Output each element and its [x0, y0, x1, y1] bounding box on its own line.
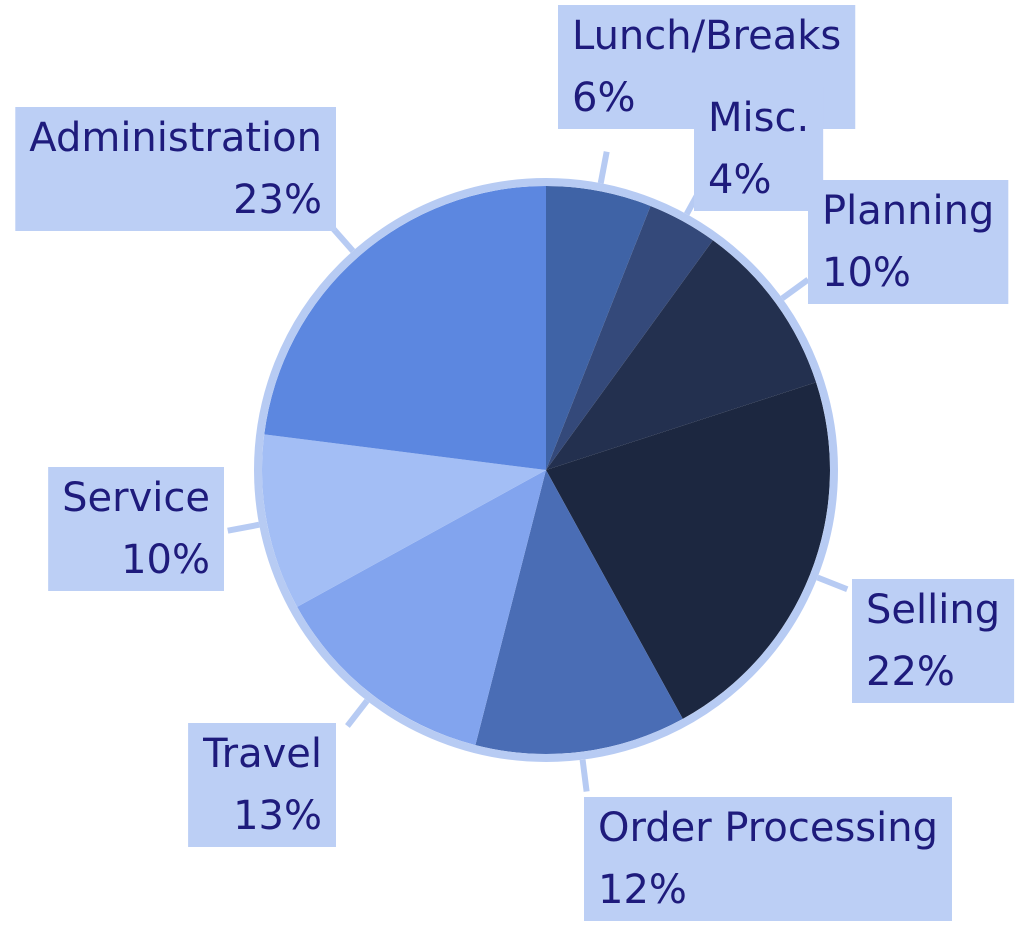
label-box — [584, 797, 952, 921]
label-box — [852, 579, 1015, 703]
pie-slice — [297, 470, 546, 746]
slice-name: Lunch/Breaks — [572, 13, 841, 59]
slice-label: Planning 10% — [808, 180, 1009, 304]
slice-name: Administration — [29, 115, 322, 161]
slice-label: Selling 22% — [852, 579, 1015, 703]
slice-value: 6% — [572, 75, 635, 121]
label-box — [808, 180, 1009, 304]
slice-value: 4% — [708, 157, 771, 203]
label-box — [15, 107, 336, 231]
label-box — [694, 87, 824, 211]
pie-ring — [254, 178, 838, 762]
pie-slice — [475, 470, 683, 754]
pie-slice — [546, 240, 817, 470]
slice-value: 22% — [866, 649, 955, 695]
slice-value: 13% — [233, 793, 322, 839]
pie-slice — [262, 434, 546, 607]
slice-value: 10% — [121, 537, 210, 583]
slice-name: Selling — [866, 587, 1000, 633]
slice-label: Misc. 4% — [694, 87, 824, 211]
slice-name: Service — [62, 475, 210, 521]
slice-name: Order Processing — [598, 805, 938, 851]
leader-line — [597, 151, 610, 184]
pie-slice — [264, 186, 546, 470]
label-box — [48, 467, 224, 591]
pie-slice — [546, 382, 830, 719]
label-box — [188, 723, 336, 847]
leader-line — [345, 698, 370, 728]
slice-label: Administration 23% — [15, 107, 336, 231]
slice-name: Misc. — [708, 95, 809, 141]
leader-line — [227, 521, 260, 534]
slice-label: Order Processing 12% — [584, 797, 952, 921]
slice-label: Service 10% — [48, 467, 224, 591]
slice-value: 12% — [598, 867, 687, 913]
slice-label: Travel 13% — [188, 723, 336, 847]
slice-name: Planning — [822, 188, 994, 234]
leader-line — [780, 277, 810, 301]
slice-value: 10% — [822, 250, 911, 296]
slice-name: Travel — [202, 731, 322, 777]
pie-slice — [546, 205, 713, 470]
leader-line — [816, 574, 849, 593]
pie-slice — [546, 186, 651, 470]
leader-line — [579, 759, 590, 792]
slice-value: 23% — [233, 177, 322, 223]
